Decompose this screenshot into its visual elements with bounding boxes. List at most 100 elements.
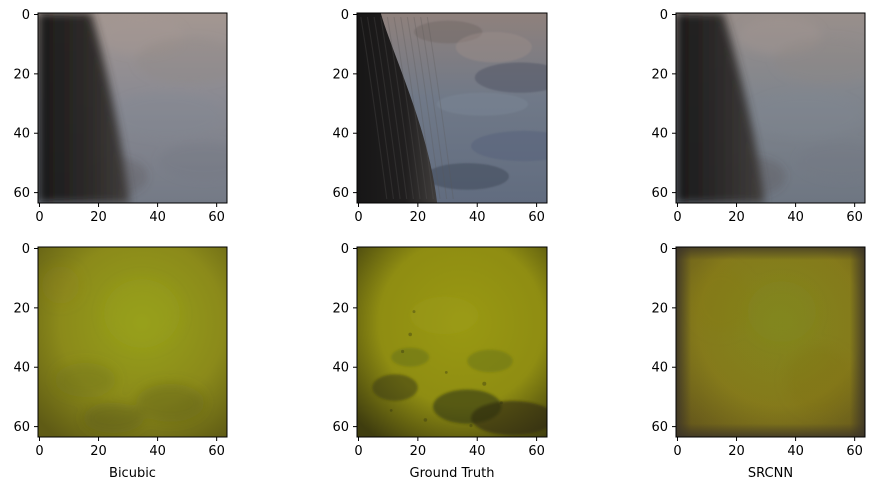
y-tick-label: 40 bbox=[332, 127, 349, 142]
y-tick-label: 60 bbox=[13, 186, 30, 201]
image-dot bbox=[469, 424, 473, 428]
image-dot bbox=[444, 371, 448, 374]
image-texture-patch bbox=[467, 349, 513, 373]
y-tick-label: 0 bbox=[341, 242, 349, 257]
axes-frame bbox=[37, 246, 228, 438]
x-tick-label: 60 bbox=[208, 444, 225, 459]
image-texture-patch bbox=[136, 37, 227, 84]
y-tick-label: 20 bbox=[13, 301, 30, 316]
y-tick-label: 20 bbox=[332, 301, 349, 316]
x-tick-label: 0 bbox=[354, 444, 362, 459]
bark-line bbox=[380, 16, 408, 200]
axes-frame bbox=[356, 246, 548, 438]
image-dot bbox=[412, 310, 416, 314]
image-texture-patch bbox=[796, 142, 865, 181]
bark-line bbox=[426, 16, 454, 200]
x-axis-label: Bicubic bbox=[109, 466, 156, 481]
x-axis-label: Ground Truth bbox=[410, 466, 495, 481]
axes-frame bbox=[675, 246, 866, 438]
x-tick-label: 40 bbox=[787, 210, 804, 225]
x-tick-label: 20 bbox=[728, 444, 745, 459]
x-tick-label: 60 bbox=[528, 444, 545, 459]
dark-tree-region bbox=[676, 13, 765, 203]
image-texture-patch bbox=[410, 296, 479, 335]
charts-layer: 0 20 40 60 0 20 40 60 0 20 40 60 0 20 40 60 0 20 40 60 0 20 40… bbox=[13, 8, 866, 481]
chart-panel: 0 20 40 60 0 20 40 60 Ground Truth bbox=[332, 242, 548, 481]
y-tick-label: 20 bbox=[332, 67, 349, 82]
x-tick-label: 0 bbox=[35, 210, 43, 225]
x-tick-label: 20 bbox=[410, 444, 427, 459]
x-tick-label: 60 bbox=[208, 210, 225, 225]
image-texture-patch bbox=[55, 362, 116, 398]
y-tick-label: 40 bbox=[13, 361, 30, 376]
image-panel bbox=[676, 247, 865, 437]
chart-panel: 0 20 40 60 0 20 40 60 bbox=[13, 8, 228, 225]
image-panel bbox=[357, 13, 547, 203]
image-texture-patch bbox=[109, 92, 224, 139]
y-tick-label: 40 bbox=[651, 127, 668, 142]
image-dot bbox=[401, 349, 405, 354]
chart-panel: 0 20 40 60 0 20 40 60 bbox=[651, 8, 866, 225]
bark-line bbox=[373, 16, 401, 200]
x-tick-label: 40 bbox=[787, 444, 804, 459]
image-panel bbox=[676, 13, 865, 203]
bark-line bbox=[393, 16, 421, 200]
image-texture-layer bbox=[725, 16, 865, 196]
y-tick-label: 0 bbox=[660, 242, 668, 257]
y-tick-label: 60 bbox=[651, 186, 668, 201]
image-texture-patch bbox=[471, 130, 547, 162]
x-tick-label: 60 bbox=[846, 444, 863, 459]
image-texture-patch bbox=[455, 32, 532, 63]
image-panel bbox=[38, 247, 227, 437]
bark-texture-layer bbox=[360, 16, 454, 200]
image-texture-patch bbox=[474, 62, 547, 93]
x-tick-label: 20 bbox=[410, 210, 427, 225]
image-texture-patch bbox=[774, 37, 865, 84]
image-texture-patch bbox=[104, 279, 180, 348]
y-tick-label: 0 bbox=[660, 8, 668, 23]
bark-line bbox=[406, 16, 434, 200]
image-texture-patch bbox=[158, 142, 227, 181]
x-tick-label: 40 bbox=[469, 444, 486, 459]
axes-frame bbox=[37, 12, 228, 204]
y-tick-label: 20 bbox=[651, 67, 668, 82]
image-panel bbox=[38, 13, 227, 203]
bark-line bbox=[413, 16, 441, 200]
axes-frame bbox=[356, 12, 548, 204]
y-tick-label: 40 bbox=[13, 127, 30, 142]
bark-line bbox=[400, 16, 428, 200]
y-tick-label: 20 bbox=[651, 301, 668, 316]
image-dot bbox=[499, 401, 503, 405]
image-dot bbox=[389, 409, 393, 412]
x-axis-label: SRCNN bbox=[748, 466, 793, 481]
image-texture-patch bbox=[41, 266, 80, 304]
x-tick-label: 60 bbox=[528, 210, 545, 225]
y-tick-label: 40 bbox=[651, 361, 668, 376]
image-texture-patch bbox=[372, 374, 418, 401]
dark-tree-region bbox=[357, 13, 438, 203]
x-tick-label: 0 bbox=[35, 444, 43, 459]
image-texture-patch bbox=[83, 402, 144, 434]
image-dot-layer bbox=[389, 310, 503, 428]
image-texture-layer bbox=[41, 266, 205, 434]
x-tick-label: 40 bbox=[149, 210, 166, 225]
image-dot bbox=[482, 381, 487, 386]
x-tick-label: 20 bbox=[728, 210, 745, 225]
y-tick-label: 60 bbox=[651, 420, 668, 435]
dark-tree-region bbox=[38, 13, 130, 203]
x-tick-label: 40 bbox=[469, 210, 486, 225]
image-dot bbox=[423, 418, 428, 422]
x-tick-label: 0 bbox=[354, 210, 362, 225]
bark-line bbox=[386, 16, 414, 200]
y-tick-label: 40 bbox=[332, 361, 349, 376]
y-tick-label: 60 bbox=[332, 420, 349, 435]
image-texture-patch bbox=[747, 92, 862, 139]
chart-panel: 0 20 40 60 0 20 40 60 SRCNN bbox=[651, 242, 866, 481]
axes-frame bbox=[675, 12, 866, 204]
y-tick-label: 60 bbox=[13, 420, 30, 435]
image-panel bbox=[357, 247, 547, 437]
image-texture-patch bbox=[436, 92, 528, 116]
image-texture-layer bbox=[372, 296, 547, 436]
y-tick-label: 60 bbox=[332, 186, 349, 201]
